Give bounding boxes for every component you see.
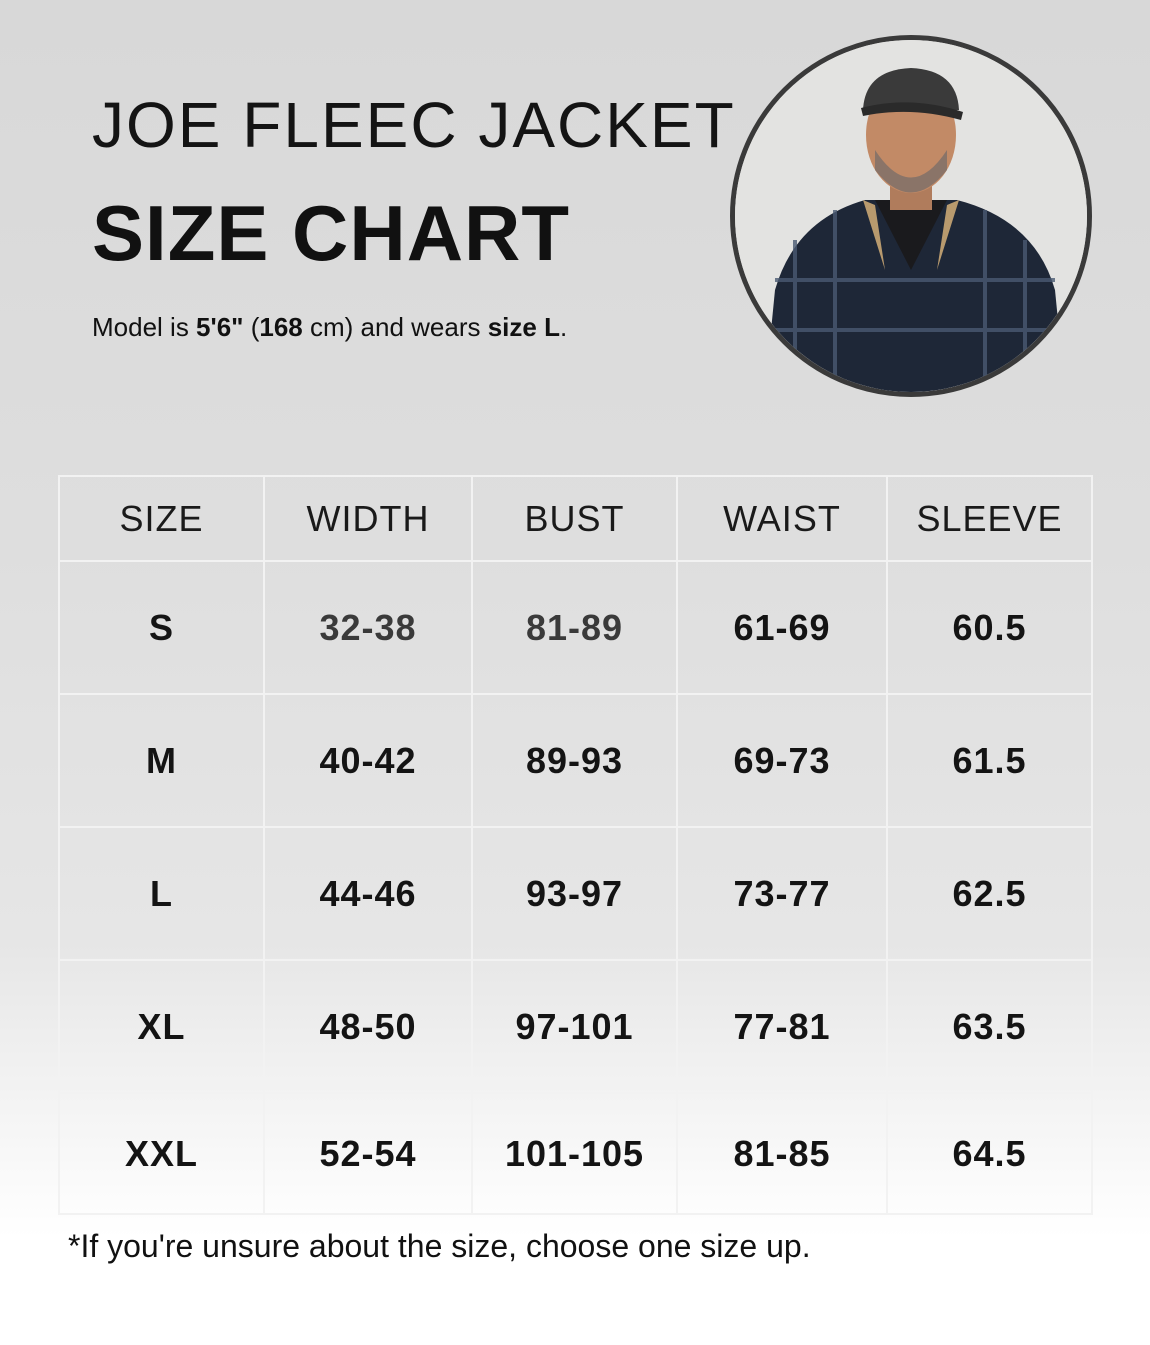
table-row: XXL 52-54 101-105 81-85 64.5 [58, 1092, 1093, 1215]
cell: 81-85 [676, 1092, 888, 1215]
cell: 61.5 [886, 693, 1093, 828]
model-portrait-image [735, 40, 1087, 392]
page-title: SIZE CHART [92, 189, 570, 277]
column-header: BUST [471, 475, 678, 562]
cell: 93-97 [471, 826, 678, 961]
cell: 61-69 [676, 560, 888, 695]
table-row: M 40-42 89-93 69-73 61.5 [58, 693, 1093, 828]
cell: 48-50 [263, 959, 473, 1094]
cell: 62.5 [886, 826, 1093, 961]
footnote: *If you're unsure about the size, choose… [68, 1228, 811, 1264]
cell: 40-42 [263, 693, 473, 828]
cell: M [58, 693, 265, 828]
cell: 77-81 [676, 959, 888, 1094]
product-title: JOE FLEEC JACKET [92, 89, 736, 161]
cell: 63.5 [886, 959, 1093, 1094]
cell: 101-105 [471, 1092, 678, 1215]
model-text: ( [243, 312, 260, 342]
model-text: . [559, 312, 568, 342]
cell: 97-101 [471, 959, 678, 1094]
cell: 60.5 [886, 560, 1093, 695]
cell: 52-54 [263, 1092, 473, 1215]
column-header: WIDTH [263, 475, 473, 562]
model-size: size L [487, 312, 560, 342]
model-photo [730, 35, 1092, 397]
column-header: SLEEVE [886, 475, 1093, 562]
cell: S [58, 560, 265, 695]
table-row: XL 48-50 97-101 77-81 63.5 [58, 959, 1093, 1094]
cell: 81-89 [471, 560, 678, 695]
size-table: SIZE WIDTH BUST WAIST SLEEVE S 32-38 81-… [58, 475, 1093, 1215]
table-row: S 32-38 81-89 61-69 60.5 [58, 560, 1093, 695]
table-header-row: SIZE WIDTH BUST WAIST SLEEVE [58, 475, 1093, 562]
cell: XXL [58, 1092, 265, 1215]
column-header: WAIST [676, 475, 888, 562]
cell: 64.5 [886, 1092, 1093, 1215]
column-header: SIZE [58, 475, 265, 562]
table-row: L 44-46 93-97 73-77 62.5 [58, 826, 1093, 961]
cell: 69-73 [676, 693, 888, 828]
model-text: cm) and wears [302, 312, 488, 342]
cell: 73-77 [676, 826, 888, 961]
model-height-cm: 168 [259, 312, 303, 342]
cell: L [58, 826, 265, 961]
model-height-ft: 5'6" [196, 312, 244, 342]
cell: 44-46 [263, 826, 473, 961]
model-info: Model is 5'6" (168 cm) and wears size L. [92, 312, 567, 343]
model-text: Model is [92, 312, 197, 342]
cell: XL [58, 959, 265, 1094]
cell: 89-93 [471, 693, 678, 828]
cell: 32-38 [263, 560, 473, 695]
